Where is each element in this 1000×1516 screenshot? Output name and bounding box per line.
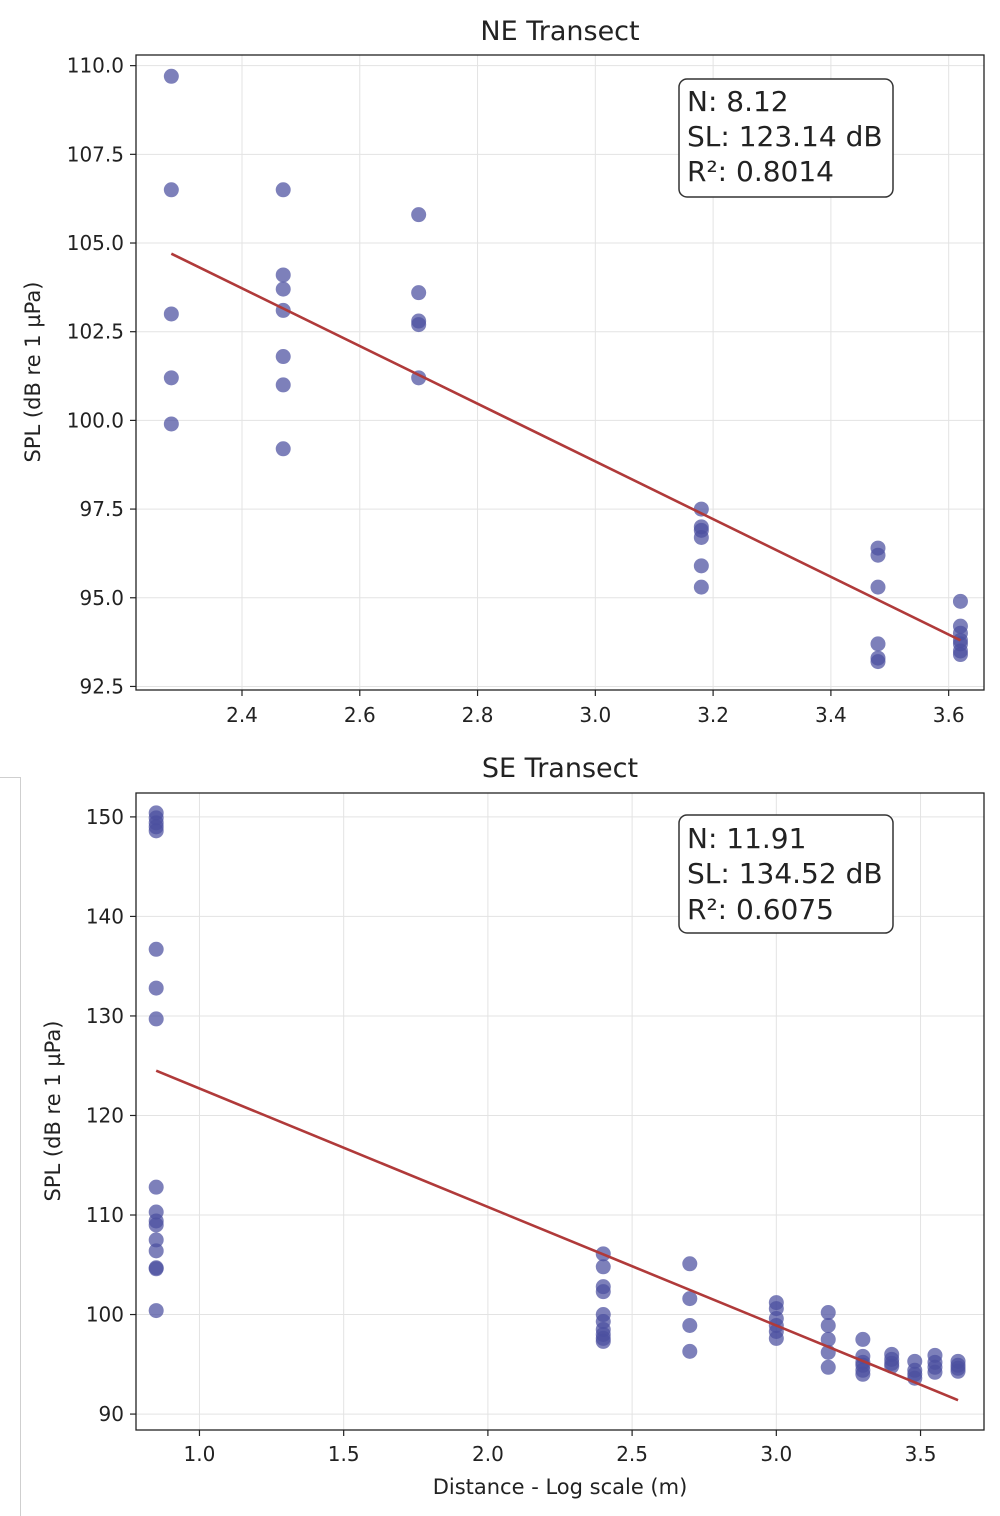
chart-title: NE Transect: [480, 16, 639, 47]
data-point: [682, 1256, 698, 1272]
y-axis-label: SPL (dB re 1 µPa): [41, 1021, 65, 1202]
plot-frame: [135, 792, 985, 1431]
y-tick-label: 110: [86, 1203, 124, 1227]
x-tick-label: 3.2: [697, 703, 729, 727]
data-point: [163, 416, 179, 432]
x-tick-label: 2.0: [472, 1442, 504, 1466]
y-tick-label: 100.0: [67, 408, 124, 432]
data-point: [148, 823, 164, 839]
data-point: [595, 1284, 611, 1300]
stats-box: [678, 78, 894, 198]
data-point: [148, 1261, 164, 1277]
se-transect-chart: SE Transect 1.0 1.5 2.0 2.5 3.0 3.5 90 100 110 120…: [41, 753, 985, 1499]
data-point: [595, 1333, 611, 1349]
data-point: [682, 1343, 698, 1359]
y-tick-label: 92.5: [79, 674, 124, 698]
y-tick-label: 150: [86, 805, 124, 829]
data-point: [163, 182, 179, 198]
y-tick-label: 107.5: [67, 142, 124, 166]
data-point: [855, 1366, 871, 1382]
regression-line: [155, 1069, 959, 1402]
data-point: [950, 1363, 966, 1379]
data-point: [693, 529, 709, 545]
data-point: [148, 980, 164, 996]
stats-line: SL: 134.52 dB: [687, 857, 883, 890]
x-tick-label: 2.6: [344, 703, 376, 727]
chart-title: SE Transect: [482, 753, 638, 784]
data-point: [148, 941, 164, 957]
data-point: [682, 1317, 698, 1333]
data-point: [768, 1330, 784, 1346]
data-point: [275, 349, 291, 365]
stats-box: [678, 814, 894, 934]
ne-transect-chart: NE Transect 2.4 2.6 2.8 3.0 3.2 3.4 3.6 92.5 95.0…: [21, 16, 985, 727]
x-tick-label: 2.4: [226, 703, 258, 727]
left-frame-tick: [0, 777, 21, 778]
data-point: [148, 1179, 164, 1195]
data-point: [855, 1331, 871, 1347]
data-point: [952, 593, 968, 609]
data-point: [870, 654, 886, 670]
x-axis-label: Distance - Log scale (m): [433, 1475, 688, 1499]
x-tick-label: 3.4: [815, 703, 847, 727]
data-point: [148, 1217, 164, 1233]
data-point: [820, 1317, 836, 1333]
data-point: [682, 1291, 698, 1307]
data-point: [148, 1011, 164, 1027]
y-tick-label: 120: [86, 1103, 124, 1127]
data-point: [411, 317, 427, 333]
data-point: [411, 207, 427, 223]
data-point: [163, 370, 179, 386]
stats-line: N: 8.12: [687, 85, 789, 118]
y-tick-label: 105.0: [67, 231, 124, 255]
data-point: [870, 579, 886, 595]
data-point: [148, 1303, 164, 1319]
data-point: [275, 377, 291, 393]
y-tick-label: 102.5: [67, 320, 124, 344]
x-tick-label: 2.5: [616, 1442, 648, 1466]
y-tick-label: 130: [86, 1004, 124, 1028]
data-point: [148, 1232, 164, 1248]
stats-line: N: 11.91: [687, 822, 806, 855]
data-point: [693, 579, 709, 595]
plot-frame: [135, 54, 985, 691]
data-point: [927, 1364, 943, 1380]
data-point: [148, 1243, 164, 1259]
left-frame-line: [20, 778, 21, 1516]
y-tick-label: 90: [99, 1402, 124, 1426]
x-tick-label: 3.0: [579, 703, 611, 727]
x-tick-label: 1.5: [328, 1442, 360, 1466]
data-point: [275, 441, 291, 457]
data-point: [820, 1331, 836, 1347]
data-point: [595, 1259, 611, 1275]
stats-line: R²: 0.8014: [687, 155, 834, 188]
y-tick-label: 110.0: [67, 54, 124, 78]
y-tick-label: 140: [86, 904, 124, 928]
data-point: [870, 636, 886, 652]
data-point: [275, 182, 291, 198]
y-tick-label: 97.5: [79, 497, 124, 521]
x-tick-label: 1.0: [184, 1442, 216, 1466]
y-tick-label: 95.0: [79, 586, 124, 610]
data-point: [163, 68, 179, 84]
data-point: [275, 267, 291, 283]
data-point: [820, 1359, 836, 1375]
x-tick-label: 3.6: [933, 703, 965, 727]
data-point: [163, 306, 179, 322]
regression-line: [170, 252, 962, 642]
x-tick-label: 3.0: [760, 1442, 792, 1466]
stats-line: SL: 123.14 dB: [687, 120, 883, 153]
data-point: [411, 285, 427, 301]
data-point: [952, 647, 968, 663]
data-point: [820, 1305, 836, 1321]
y-tick-label: 100: [86, 1303, 124, 1327]
x-tick-label: 2.8: [462, 703, 494, 727]
data-point: [275, 281, 291, 297]
data-point: [870, 547, 886, 563]
x-tick-label: 3.5: [905, 1442, 937, 1466]
y-axis-label: SPL (dB re 1 µPa): [21, 282, 45, 463]
data-point: [693, 558, 709, 574]
stats-line: R²: 0.6075: [687, 893, 834, 926]
